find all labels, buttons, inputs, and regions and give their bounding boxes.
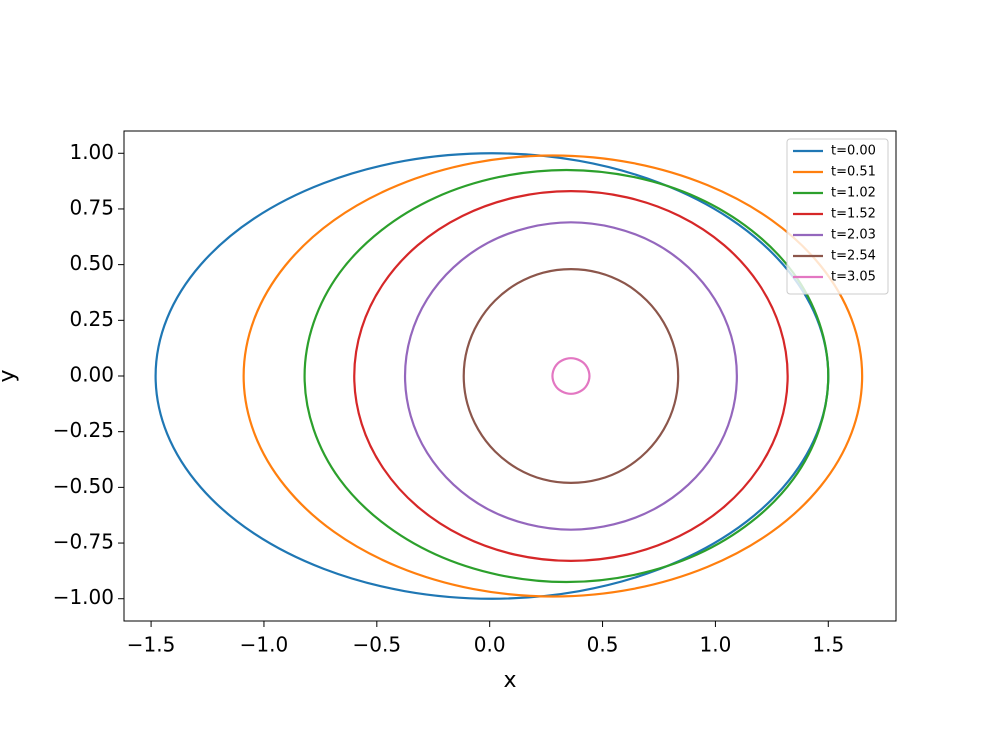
legend: t=0.00 t=0.51 t=1.02 t=1.52 t=2.03 t=2.54 t=3.… — [786, 138, 889, 295]
series-line — [403, 221, 738, 531]
x-tick-label: −1.5 — [127, 633, 176, 657]
legend-label: t=0.00 — [831, 144, 876, 159]
x-tick-label: 0.0 — [474, 633, 506, 657]
series-line — [242, 154, 864, 598]
x-tick-label: 0.5 — [587, 633, 619, 657]
x-axis-label: x — [503, 668, 516, 693]
series-line — [154, 152, 830, 600]
series-line — [303, 168, 830, 584]
y-tick-label: 0.00 — [69, 363, 114, 387]
legend-label: t=1.02 — [831, 186, 876, 201]
legend-label: t=1.52 — [831, 207, 876, 222]
y-tick-label: −0.25 — [53, 418, 114, 442]
legend-label: t=3.05 — [831, 270, 876, 285]
legend-label: t=0.51 — [831, 165, 876, 180]
x-tick-label: 1.0 — [700, 633, 732, 657]
series-line — [353, 190, 789, 562]
x-tick-label: −1.0 — [240, 633, 289, 657]
series-line — [462, 267, 680, 485]
y-tick-label: −0.50 — [53, 474, 114, 498]
legend-label: t=2.03 — [831, 228, 876, 243]
series-line — [551, 357, 591, 395]
y-tick-label: −0.75 — [53, 530, 114, 554]
y-tick-label: 0.50 — [69, 251, 114, 275]
plot-frame — [123, 130, 897, 622]
legend-label: t=2.54 — [831, 249, 876, 264]
y-tick-label: 1.00 — [69, 140, 114, 164]
y-axis-label: y — [0, 369, 20, 382]
x-tick-label: 1.5 — [812, 633, 844, 657]
y-tick-label: 0.75 — [69, 195, 114, 219]
y-tick-label: −1.00 — [53, 585, 114, 609]
y-tick-label: 0.25 — [69, 307, 114, 331]
x-tick-label: −0.5 — [353, 633, 402, 657]
